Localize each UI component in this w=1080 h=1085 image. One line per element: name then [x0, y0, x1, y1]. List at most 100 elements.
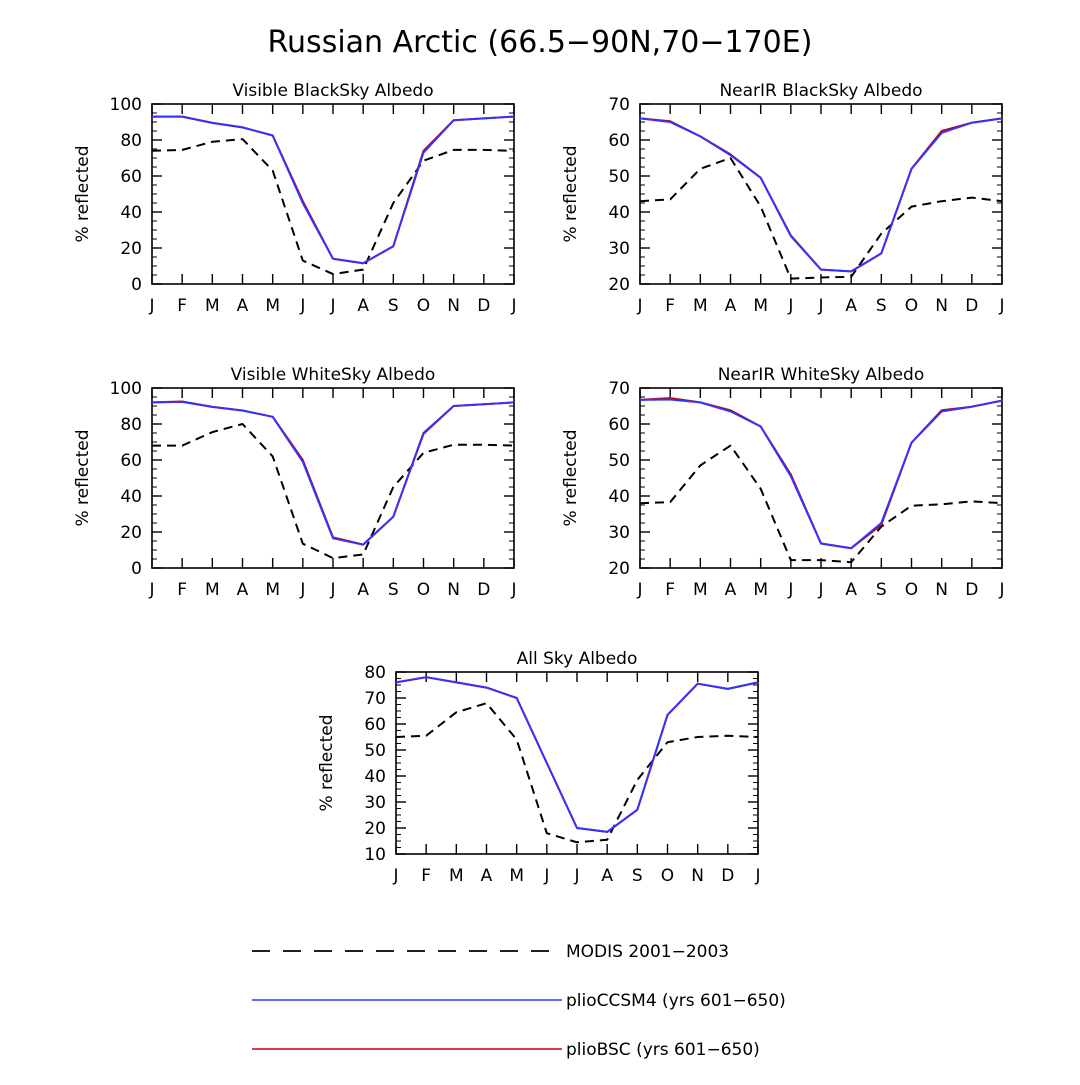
y-tick-label: 20: [608, 275, 630, 295]
x-tick-label: J: [817, 296, 823, 316]
x-tick-label: M: [205, 580, 220, 600]
x-tick-label: J: [998, 296, 1004, 316]
x-tick-label: D: [965, 296, 978, 316]
x-tick-label: A: [481, 866, 493, 886]
x-tick-label: M: [753, 580, 768, 600]
series-line: [639, 117, 1003, 273]
y-tick-label: 60: [364, 715, 386, 735]
x-tick-label: M: [449, 866, 464, 886]
x-tick-label: A: [725, 580, 737, 600]
x-tick-label: A: [357, 580, 369, 600]
y-tick-label: 70: [364, 689, 386, 709]
x-tick-label: A: [725, 296, 737, 316]
series-line: [395, 676, 759, 833]
panel-nir-white: NearIR WhiteSky Albedo % reflected 20 30 40 5…: [561, 365, 1005, 600]
series-line: [395, 676, 759, 833]
y-tick-label: 30: [364, 793, 386, 813]
y-tick-label: 20: [120, 523, 142, 543]
y-tick-label: 80: [120, 131, 142, 151]
legend-label: plioBSC (yrs 601−650): [566, 1040, 760, 1060]
panels: Visible BlackSky Albedo % reflected 0 20 40 6…: [73, 81, 1005, 886]
panel-all-sky: All Sky Albedo % reflected 10 20 30 40 50 60 70 8…: [317, 649, 761, 886]
y-tick-label: 20: [120, 239, 142, 259]
x-tick-label: J: [392, 866, 398, 886]
x-tick-label: N: [691, 866, 704, 886]
x-tick-label: A: [845, 580, 857, 600]
panel-vis-white: Visible WhiteSky Albedo % reflected 0 20 40 6…: [73, 365, 517, 600]
x-tick-label: O: [661, 866, 674, 886]
y-tick-label: 70: [608, 95, 630, 115]
x-tick-label: A: [845, 296, 857, 316]
series-line: [151, 138, 515, 276]
x-tick-label: S: [388, 296, 399, 316]
x-tick-label: N: [935, 580, 948, 600]
x-tick-label: J: [787, 296, 793, 316]
x-tick-label: S: [876, 296, 887, 316]
x-tick-label: J: [510, 296, 516, 316]
x-tick-label: F: [177, 580, 187, 600]
plot-frame: [151, 387, 515, 569]
series-line: [152, 115, 515, 265]
x-tick-label: A: [601, 866, 613, 886]
series-line: [151, 400, 515, 546]
y-tick-label: 40: [364, 767, 386, 787]
y-tick-label: 60: [120, 451, 142, 471]
x-tick-label: J: [299, 296, 305, 316]
y-tick-label: 30: [608, 523, 630, 543]
y-tick-label: 20: [608, 559, 630, 579]
series-line: [151, 400, 515, 546]
x-tick-label: J: [543, 866, 549, 886]
x-tick-label: O: [905, 296, 918, 316]
y-tick-label: 40: [608, 487, 630, 507]
x-tick-label: S: [876, 580, 887, 600]
y-tick-label: 30: [608, 239, 630, 259]
legend-label: plioCCSM4 (yrs 601−650): [566, 991, 786, 1011]
x-tick-label: M: [205, 296, 220, 316]
x-tick-label: N: [447, 296, 460, 316]
x-tick-label: D: [477, 580, 490, 600]
x-tick-label: M: [265, 296, 280, 316]
x-tick-label: J: [148, 580, 154, 600]
figure-title: Russian Arctic (66.5−90N,70−170E): [268, 25, 813, 60]
y-tick-label: 40: [120, 203, 142, 223]
x-tick-label: J: [998, 580, 1004, 600]
x-tick-label: D: [477, 296, 490, 316]
x-tick-label: J: [299, 580, 305, 600]
y-tick-label: 0: [131, 275, 142, 295]
y-tick-label: 20: [364, 819, 386, 839]
x-tick-label: A: [357, 296, 369, 316]
legend: MODIS 2001−2003 plioCCSM4 (yrs 601−650) pl…: [252, 942, 786, 1060]
x-tick-label: J: [510, 580, 516, 600]
x-tick-label: F: [665, 580, 675, 600]
y-tick-label: 80: [120, 415, 142, 435]
legend-item: plioCCSM4 (yrs 601−650): [252, 991, 786, 1011]
y-tick-label: 70: [608, 379, 630, 399]
legend-label: MODIS 2001−2003: [566, 942, 729, 962]
x-tick-label: J: [636, 580, 642, 600]
panel-vis-black: Visible BlackSky Albedo % reflected 0 20 40 6…: [73, 81, 517, 316]
y-tick-label: 50: [364, 741, 386, 761]
series-line: [152, 423, 515, 560]
series-line: [152, 115, 515, 265]
series-line: [639, 398, 1003, 550]
series-line: [639, 444, 1003, 564]
y-tick-label: 60: [608, 131, 630, 151]
y-axis-label: % reflected: [561, 429, 581, 526]
x-tick-label: J: [817, 580, 823, 600]
panel-nir-black: NearIR BlackSky Albedo % reflected 20 30 40 5…: [561, 81, 1005, 316]
y-tick-label: 40: [120, 487, 142, 507]
x-tick-label: O: [417, 580, 430, 600]
plot-frame: [639, 387, 1003, 569]
x-tick-label: J: [787, 580, 793, 600]
x-tick-label: O: [905, 580, 918, 600]
x-tick-label: S: [388, 580, 399, 600]
y-tick-label: 40: [608, 203, 630, 223]
y-tick-label: 50: [608, 167, 630, 187]
panel-title: Visible WhiteSky Albedo: [231, 365, 436, 385]
panel-title: NearIR BlackSky Albedo: [719, 81, 922, 101]
x-tick-label: A: [237, 580, 249, 600]
series-line: [639, 157, 1003, 280]
x-tick-label: D: [965, 580, 978, 600]
